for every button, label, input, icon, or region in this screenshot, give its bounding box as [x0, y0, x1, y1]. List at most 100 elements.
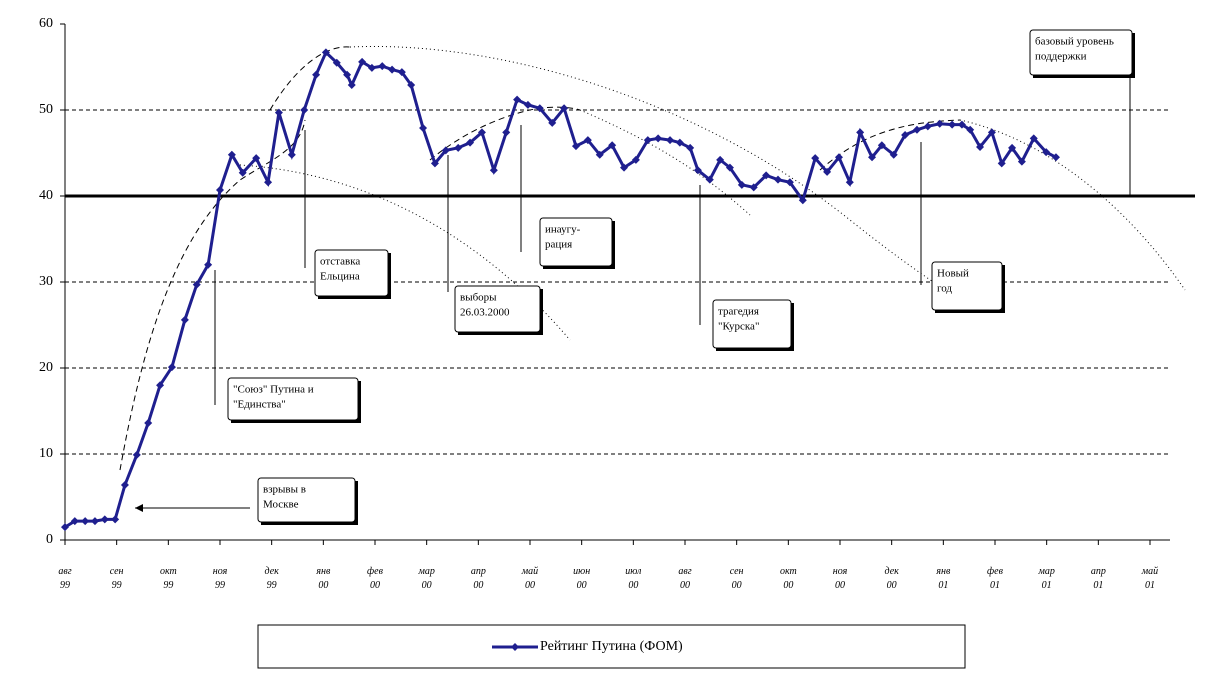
point-marker: [901, 130, 910, 139]
point-marker: [666, 136, 675, 145]
point-marker: [725, 163, 734, 172]
point-marker: [167, 363, 176, 372]
x-tick-label-line: фев: [987, 566, 1004, 577]
callout-text: 26.03.2000: [460, 307, 510, 319]
point-marker: [274, 108, 283, 117]
point-marker: [675, 138, 684, 147]
point-marker: [798, 196, 807, 205]
x-tick-label-line: 00: [732, 580, 742, 591]
point-marker: [430, 159, 439, 168]
x-tick-label-line: 00: [835, 580, 845, 591]
x-tick-label-line: 00: [887, 580, 897, 591]
x-tick-label-line: авг: [678, 566, 691, 577]
point-marker: [948, 120, 957, 129]
point-marker: [180, 315, 189, 324]
point-marker: [834, 153, 843, 162]
point-marker: [287, 150, 296, 159]
point-marker: [397, 68, 406, 77]
legend-label: Рейтинг Путина (ФОМ): [540, 639, 683, 654]
point-marker: [987, 128, 996, 137]
point-marker: [823, 167, 832, 176]
point-marker: [378, 62, 387, 71]
point-marker: [466, 138, 475, 147]
callout-box: [314, 249, 389, 297]
point-marker: [227, 150, 236, 159]
y-tick-label: 0: [46, 532, 53, 547]
x-tick-label-line: май: [1141, 566, 1158, 577]
point-marker: [785, 178, 794, 187]
x-tick-label-line: 00: [473, 580, 483, 591]
point-marker: [705, 175, 714, 184]
x-tick-label-line: 01: [938, 580, 948, 591]
point-marker: [774, 175, 782, 184]
point-marker: [811, 154, 820, 163]
point-marker: [70, 517, 79, 526]
point-marker: [693, 166, 702, 175]
x-tick-label-line: сен: [110, 566, 124, 577]
callout-text: Москве: [263, 499, 299, 511]
x-tick-label-line: 99: [267, 580, 277, 591]
point-marker: [845, 178, 854, 187]
point-marker: [889, 150, 898, 159]
callout-text: Новый: [937, 268, 969, 280]
point-marker: [595, 150, 604, 159]
point-marker: [523, 100, 532, 109]
point-marker: [238, 168, 247, 177]
point-marker: [252, 154, 261, 163]
point-marker: [489, 166, 498, 175]
x-tick-label: апр 01: [1091, 566, 1106, 591]
point-marker: [966, 125, 975, 134]
x-tick-label-line: мар: [1037, 566, 1054, 577]
point-marker: [419, 124, 428, 133]
x-tick-label-line: апр: [1091, 566, 1106, 577]
point-marker: [1029, 134, 1038, 143]
x-tick-label: фев 00: [367, 566, 384, 591]
point-marker: [608, 141, 617, 150]
x-tick-label-line: 99: [215, 580, 225, 591]
callout-text: выборы: [460, 292, 497, 304]
x-tick-label: май 01: [1141, 566, 1158, 591]
point-marker: [264, 178, 273, 187]
callout-text: Ельцина: [320, 271, 360, 283]
point-marker: [583, 136, 592, 145]
callout-arrow: [135, 504, 143, 512]
point-marker: [856, 128, 865, 137]
x-tick-label-line: 99: [60, 580, 70, 591]
y-tick-label: 60: [39, 16, 53, 31]
point-marker: [347, 81, 356, 90]
x-tick-label-line: окт: [160, 566, 177, 577]
point-marker: [343, 70, 352, 79]
callout-box: [539, 217, 613, 267]
callout-text: "Единства": [233, 399, 286, 411]
x-tick-label-line: 00: [318, 580, 328, 591]
point-marker: [560, 104, 569, 113]
point-marker: [454, 143, 463, 152]
point-marker: [312, 70, 321, 79]
x-tick-label: сен 00: [730, 566, 744, 591]
point-marker: [321, 48, 330, 57]
point-marker: [111, 515, 120, 524]
callout-text: поддержки: [1035, 51, 1087, 63]
point-marker: [935, 119, 944, 128]
x-tick-label: сен 99: [110, 566, 124, 591]
point-marker: [132, 450, 141, 459]
callout-box: [227, 377, 359, 421]
point-marker: [204, 260, 213, 269]
x-tick-label-line: 00: [783, 580, 793, 591]
callout-text: "Союз" Путина и: [233, 384, 314, 396]
legend-marker: [511, 643, 519, 651]
x-tick-label: июл 00: [625, 566, 642, 591]
point-marker: [358, 57, 367, 66]
x-tick-label-line: май: [521, 566, 538, 577]
point-marker: [716, 155, 725, 164]
x-tick-label: мар 00: [417, 566, 434, 591]
x-tick-label: окт 00: [780, 566, 797, 591]
x-tick-label-line: 01: [1042, 580, 1052, 591]
point-marker: [923, 122, 932, 131]
x-tick-label: окт 99: [160, 566, 177, 591]
point-marker: [1017, 157, 1026, 166]
trend-curve: [119, 119, 306, 471]
x-tick-label-line: окт: [780, 566, 797, 577]
trend-curve: [269, 46, 351, 111]
